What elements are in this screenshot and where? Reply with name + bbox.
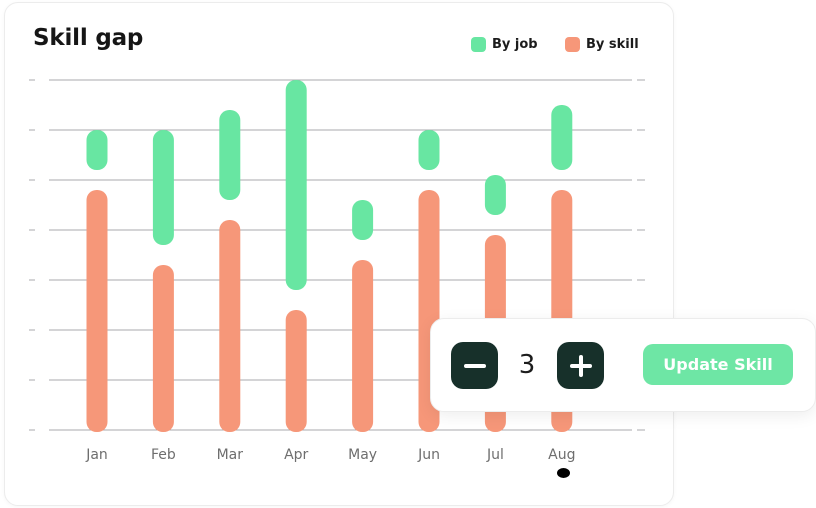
bar-by-skill-may [352, 260, 374, 432]
legend-item-by-skill: By skill [565, 35, 639, 53]
bar-by-job-jul [484, 175, 506, 215]
bar-by-job-aug [551, 105, 573, 170]
legend-swatch-by-skill [565, 36, 580, 52]
skill-update-popup: 3 Update Skill [430, 318, 816, 412]
x-tick-label-feb: Feb [151, 447, 176, 463]
increment-button[interactable] [557, 342, 604, 389]
bar-by-job-jan [86, 130, 108, 170]
x-tick-label-jul: Jul [486, 447, 504, 463]
bar-by-job-jun [418, 130, 440, 170]
bar-by-job-feb [152, 130, 174, 245]
x-tick-label-mar: Mar [217, 447, 244, 463]
bar-by-skill-mar [219, 220, 241, 432]
legend-label-by-skill: By skill [586, 36, 639, 52]
x-tick-label-jan: Jan [85, 447, 108, 463]
x-tick-label-aug: Aug [548, 447, 575, 463]
x-tick-label-apr: Apr [284, 447, 308, 463]
bar-by-job-apr [285, 80, 307, 290]
legend-item-by-job: By job [471, 35, 538, 53]
bar-by-skill-feb [152, 265, 174, 432]
decrement-button[interactable] [451, 342, 498, 389]
bar-by-job-may [352, 200, 374, 240]
chart-title: Skill gap [33, 25, 144, 51]
update-skill-button[interactable]: Update Skill [643, 344, 793, 385]
plus-icon [569, 354, 592, 377]
x-tick-label-may: May [348, 447, 377, 463]
legend-label-by-job: By job [492, 36, 538, 52]
bar-by-job-mar [219, 110, 241, 200]
legend-swatch-by-job [471, 36, 486, 52]
x-tick-label-jun: Jun [417, 447, 440, 463]
bar-by-skill-apr [285, 310, 307, 432]
cursor-dot [557, 468, 570, 478]
minus-icon [463, 363, 486, 368]
bar-by-skill-jan [86, 190, 108, 432]
quantity-value: 3 [518, 350, 536, 380]
